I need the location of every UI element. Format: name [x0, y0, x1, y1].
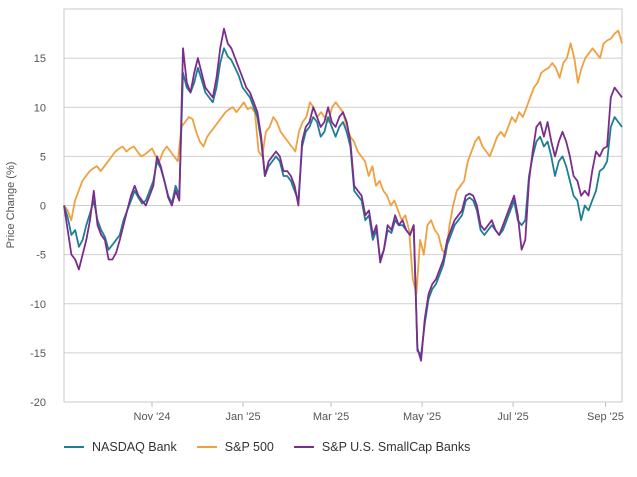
legend-swatch-sp-500 [196, 446, 217, 448]
legend-label: S&P U.S. SmallCap Banks [321, 440, 471, 454]
y-tick-label: 0 [40, 201, 46, 213]
y-tick-label: -5 [36, 250, 46, 262]
legend: NASDAQ Bank S&P 500 S&P U.S. SmallCap Ba… [64, 440, 470, 454]
x-tick-label: Jul '25 [497, 411, 528, 423]
legend-item-nasdaq-bank[interactable]: NASDAQ Bank [64, 440, 177, 454]
x-tick-label: Nov '24 [134, 411, 171, 423]
legend-swatch-nasdaq-bank [64, 446, 84, 448]
x-tick-label: Mar '25 [313, 411, 349, 423]
legend-item-smallcap-banks[interactable]: S&P U.S. SmallCap Banks [293, 440, 471, 454]
series-line-s-p-u-s-smallcap-banks [63, 27, 623, 362]
y-tick-label: 5 [40, 151, 46, 163]
x-axis-ticks: Nov '24 Jan '25 Mar '25 May '25 Jul '25 Sep '… [134, 402, 624, 423]
legend-label: NASDAQ Bank [92, 440, 177, 454]
legend-label: S&P 500 [224, 440, 274, 454]
y-tick-label: -10 [30, 299, 46, 311]
legend-swatch-smallcap-banks [293, 446, 314, 448]
gridlines [64, 57, 622, 354]
y-tick-label: -20 [30, 397, 46, 409]
y-tick-label: 15 [34, 53, 46, 65]
x-tick-label: May '25 [403, 411, 441, 423]
x-tick-label: Jan '25 [225, 411, 260, 423]
x-tick-label: Sep '25 [587, 411, 624, 423]
y-tick-label: -15 [30, 348, 46, 360]
legend-item-sp-500[interactable]: S&P 500 [196, 440, 274, 454]
y-axis-ticks: -20 -15 -10 -5 0 5 10 15 [30, 53, 46, 409]
y-axis-title: Price Change (%) [5, 162, 17, 249]
y-tick-label: 10 [34, 102, 46, 114]
series-lines [63, 27, 623, 362]
